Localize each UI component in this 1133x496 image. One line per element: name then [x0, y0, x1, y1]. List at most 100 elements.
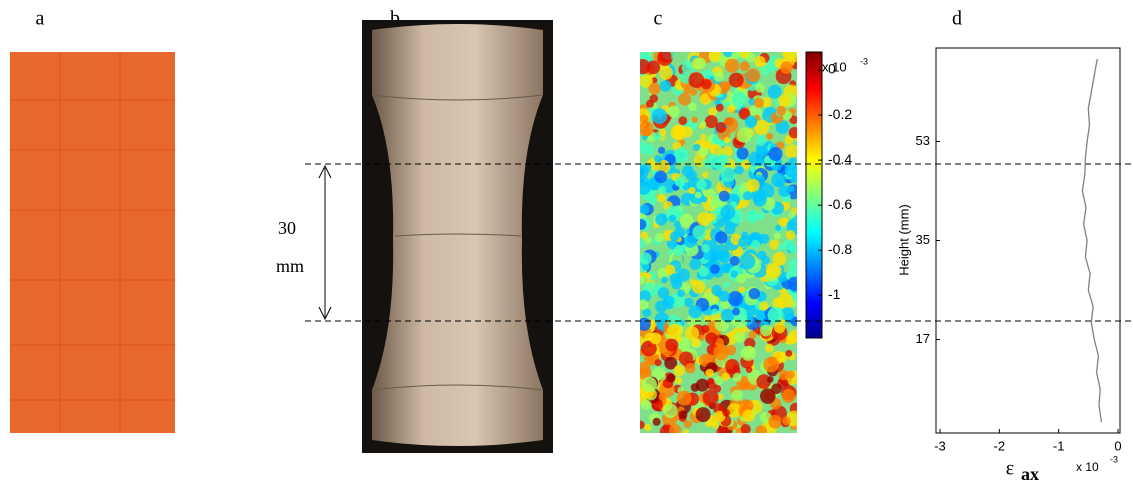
texture-blob [646, 99, 654, 108]
colorbar-tick-label: -0.8 [828, 241, 852, 257]
texture-blob [717, 250, 731, 264]
x-tick-label: 0 [1114, 438, 1121, 453]
texture-blob [742, 191, 753, 201]
dimension-arrow [318, 164, 332, 321]
texture-blob [640, 74, 653, 88]
texture-blob [782, 239, 794, 251]
texture-blob [759, 66, 770, 77]
specimen [372, 24, 543, 446]
texture-blob [678, 410, 688, 420]
texture-blob [689, 88, 698, 96]
y-tick-label: 53 [916, 133, 930, 148]
texture-blob [658, 373, 667, 381]
texture-blob [755, 83, 765, 93]
texture-blob [688, 187, 696, 195]
texture-blob [702, 171, 709, 178]
texture-blob [746, 68, 761, 83]
texture-blob [677, 289, 685, 298]
texture-blob [692, 143, 701, 152]
texture-blob [713, 71, 724, 82]
texture-blob [732, 307, 740, 316]
texture-blob [776, 106, 787, 116]
texture-blob [649, 332, 662, 345]
texture-blob [661, 276, 668, 284]
texture-blob [674, 376, 683, 385]
texture-blob [785, 273, 792, 280]
texture-blob [739, 52, 750, 58]
texture-blob [731, 91, 747, 108]
texture-blob [742, 400, 754, 412]
texture-blob [698, 146, 709, 157]
texture-blob [691, 116, 698, 123]
dimension-unit: mm [276, 256, 304, 276]
texture-blob [688, 72, 705, 89]
texture-blob [774, 322, 786, 334]
texture-blob [772, 297, 784, 309]
texture-blob [721, 166, 737, 182]
texture-blob [739, 381, 747, 389]
texture-blob [760, 324, 772, 337]
texture-blob [684, 326, 700, 341]
panel-label: c [654, 8, 663, 30]
texture-blob [644, 236, 652, 244]
colorbar-tick-label: -1 [828, 286, 841, 302]
texture-blob [715, 103, 724, 112]
texture-blob [640, 121, 654, 137]
texture-blob [722, 408, 731, 417]
texture-blob [724, 222, 736, 235]
texture-blob [641, 262, 650, 271]
texture-blob [711, 308, 719, 316]
texture-blob [715, 122, 727, 133]
texture-blob [787, 276, 797, 291]
texture-blob [657, 193, 666, 203]
texture-blob [688, 102, 697, 112]
texture-blob [711, 284, 723, 296]
texture-blob [670, 124, 687, 141]
colorbar [805, 51, 823, 339]
texture-blob [695, 407, 711, 423]
texture-blob [640, 181, 651, 195]
texture-blob [720, 308, 735, 323]
texture-blob [648, 82, 661, 95]
texture-blob [642, 163, 652, 173]
texture-blob [643, 144, 655, 156]
texture-blob [788, 127, 797, 139]
texture-blob [654, 232, 665, 243]
texture-blob [707, 377, 714, 385]
colorbar-tick-label: -0.6 [828, 196, 852, 212]
texture-blob [675, 147, 688, 160]
strain-map-texture [640, 52, 797, 433]
texture-blob [748, 288, 760, 300]
texture-blob [785, 230, 796, 240]
texture-blob [781, 389, 796, 403]
texture-blob [702, 389, 719, 406]
texture-blob [701, 244, 710, 253]
texture-blob [673, 365, 685, 377]
texture-blob [640, 252, 652, 265]
texture-blob [723, 52, 733, 58]
texture-blob [768, 147, 783, 161]
texture-blob [785, 349, 793, 357]
texture-blob [777, 243, 785, 251]
texture-blob [683, 87, 691, 95]
texture-blob [708, 107, 718, 117]
x-tick-label: -3 [934, 438, 946, 453]
texture-blob [717, 393, 724, 400]
texture-blob [678, 351, 694, 366]
texture-blob [778, 369, 789, 381]
texture-blob [698, 334, 705, 341]
texture-blob [656, 159, 671, 174]
texture-blob [780, 61, 793, 74]
texture-blob [784, 163, 797, 178]
texture-blob [640, 299, 649, 310]
texture-blob [738, 286, 746, 294]
texture-blob [675, 176, 686, 187]
texture-blob [694, 191, 702, 199]
texture-blob [720, 263, 730, 274]
speckle-grid [10, 52, 175, 433]
texture-blob [663, 403, 678, 418]
texture-blob [640, 290, 651, 303]
dimension-value: 30 [278, 218, 296, 238]
panel-label: b [390, 8, 400, 30]
texture-blob [748, 331, 757, 339]
